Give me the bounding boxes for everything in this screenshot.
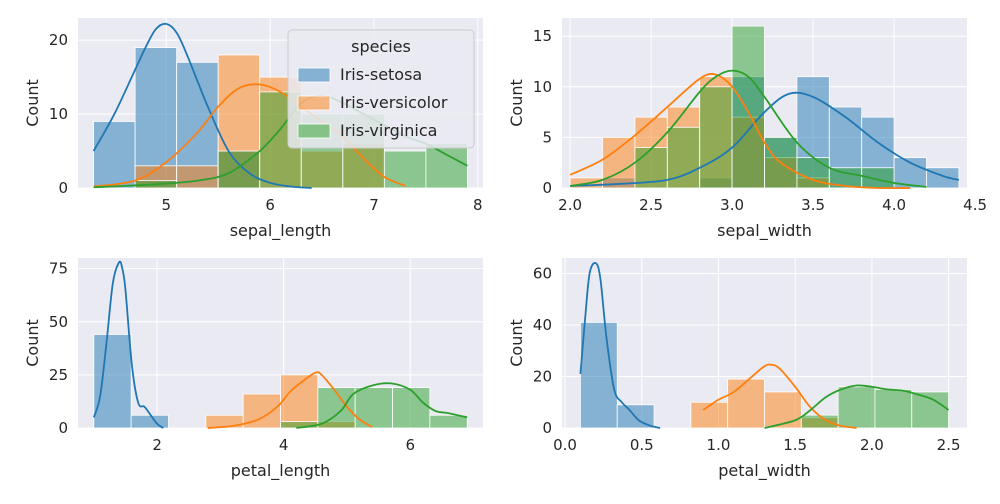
kde-line-iris-versicolor — [93, 83, 406, 188]
bar-iris-versicolor — [727, 378, 765, 429]
x-tick-label: 2.0 — [860, 436, 884, 454]
x-tick-label: 4 — [279, 436, 289, 454]
y-tick-label: 25 — [49, 366, 68, 384]
y-axis-label: Count — [507, 319, 526, 367]
legend-label-iris-versicolor: Iris-versicolor — [340, 93, 448, 112]
kde-line-iris-setosa — [92, 22, 312, 189]
bar-iris-setosa — [134, 47, 178, 189]
kde-line-iris-versicolor — [207, 371, 373, 429]
x-tick-label: 6 — [405, 436, 415, 454]
y-tick-label: 15 — [533, 27, 552, 45]
x-tick-label: 2.0 — [558, 196, 582, 214]
y-tick-label: 20 — [533, 367, 552, 385]
kde-line-iris-versicolor — [702, 363, 857, 429]
legend-box — [287, 29, 475, 149]
y-tick-label: 0 — [58, 419, 68, 437]
bar-iris-virginica — [874, 388, 913, 429]
kde-line-iris-setosa — [92, 260, 164, 429]
legend-label-iris-virginica: Iris-virginica — [340, 121, 437, 140]
legend-swatch-iris-versicolor — [297, 95, 331, 111]
y-tick-label: 10 — [49, 105, 68, 123]
kde-line-iris-virginica — [296, 382, 468, 429]
x-tick-label: 3.0 — [720, 196, 744, 214]
y-tick-label: 40 — [533, 316, 552, 334]
y-tick-label: 50 — [49, 313, 68, 331]
x-axis-label: petal_length — [231, 461, 331, 481]
kde-line-iris-setosa — [570, 91, 960, 187]
bar-iris-virginica — [425, 143, 468, 189]
x-tick-label: 3.5 — [801, 196, 825, 214]
legend-swatch-iris-virginica — [297, 123, 331, 139]
y-tick-label: 0 — [58, 179, 68, 197]
subplot-petal_length: 2 4 6 0 25 50 75 petal_length Count — [23, 258, 483, 481]
legend: species Iris-setosa Iris-versicolor Iris-vi… — [287, 29, 475, 149]
bar-iris-setosa — [93, 121, 136, 189]
bar-iris-virginica — [699, 86, 733, 189]
bar-iris-setosa — [93, 334, 132, 429]
legend-title: species — [351, 37, 411, 56]
y-axis-label: Count — [507, 79, 526, 127]
y-tick-label: 0 — [542, 179, 552, 197]
x-tick-label: 1.5 — [783, 436, 807, 454]
x-tick-label: 7 — [369, 196, 379, 214]
subplot-petal_width: 0.0 0.5 1.0 1.5 2.0 2.5 0 20 40 60 petal_width Coun… — [507, 258, 967, 481]
y-axis-label: Count — [23, 319, 42, 367]
x-tick-label: 4.0 — [882, 196, 906, 214]
bar-iris-setosa — [130, 414, 169, 429]
legend-swatch-iris-setosa — [297, 67, 331, 83]
x-tick-label: 6 — [265, 196, 275, 214]
kde-line-iris-versicolor — [569, 73, 911, 190]
y-tick-label: 0 — [542, 419, 552, 437]
bar-iris-virginica — [354, 387, 393, 429]
x-tick-label: 8 — [473, 196, 483, 214]
legend-label-iris-setosa: Iris-setosa — [340, 65, 422, 84]
y-tick-label: 75 — [49, 260, 68, 278]
x-axis-label: sepal_width — [717, 221, 812, 241]
bar-iris-versicolor — [176, 165, 219, 189]
bar-iris-virginica — [731, 25, 765, 189]
x-tick-label: 5 — [161, 196, 171, 214]
y-axis-label: Count — [23, 79, 42, 127]
y-tick-label: 20 — [49, 31, 68, 49]
x-tick-label: 2.5 — [937, 436, 961, 454]
x-tick-label: 0.0 — [553, 436, 577, 454]
x-axis-label: sepal_length — [230, 221, 332, 241]
y-tick-label: 10 — [533, 78, 552, 96]
kde-line-iris-virginica — [569, 69, 927, 188]
bar-iris-virginica — [911, 391, 949, 429]
bar-iris-versicolor — [602, 137, 636, 189]
bar-iris-versicolor — [764, 391, 802, 429]
x-tick-label: 2.5 — [639, 196, 663, 214]
x-tick-label: 1.0 — [707, 436, 731, 454]
y-tick-label: 60 — [533, 264, 552, 282]
bar-iris-virginica — [383, 150, 427, 189]
bar-iris-virginica — [837, 386, 876, 429]
bar-iris-virginica — [429, 414, 468, 429]
kde-line-iris-virginica — [764, 384, 950, 429]
kde-line-iris-setosa — [579, 262, 661, 429]
x-axis-label: petal_width — [718, 461, 811, 481]
x-tick-label: 2 — [152, 436, 162, 454]
x-tick-label: 4.5 — [963, 196, 987, 214]
y-tick-label: 5 — [542, 128, 552, 146]
bar-iris-virginica — [392, 387, 431, 429]
subplot-sepal_width: 2.0 2.5 3.0 3.5 4.0 4.5 0 5 10 15 sepal_width Count — [507, 18, 987, 241]
x-tick-label: 0.5 — [630, 436, 654, 454]
